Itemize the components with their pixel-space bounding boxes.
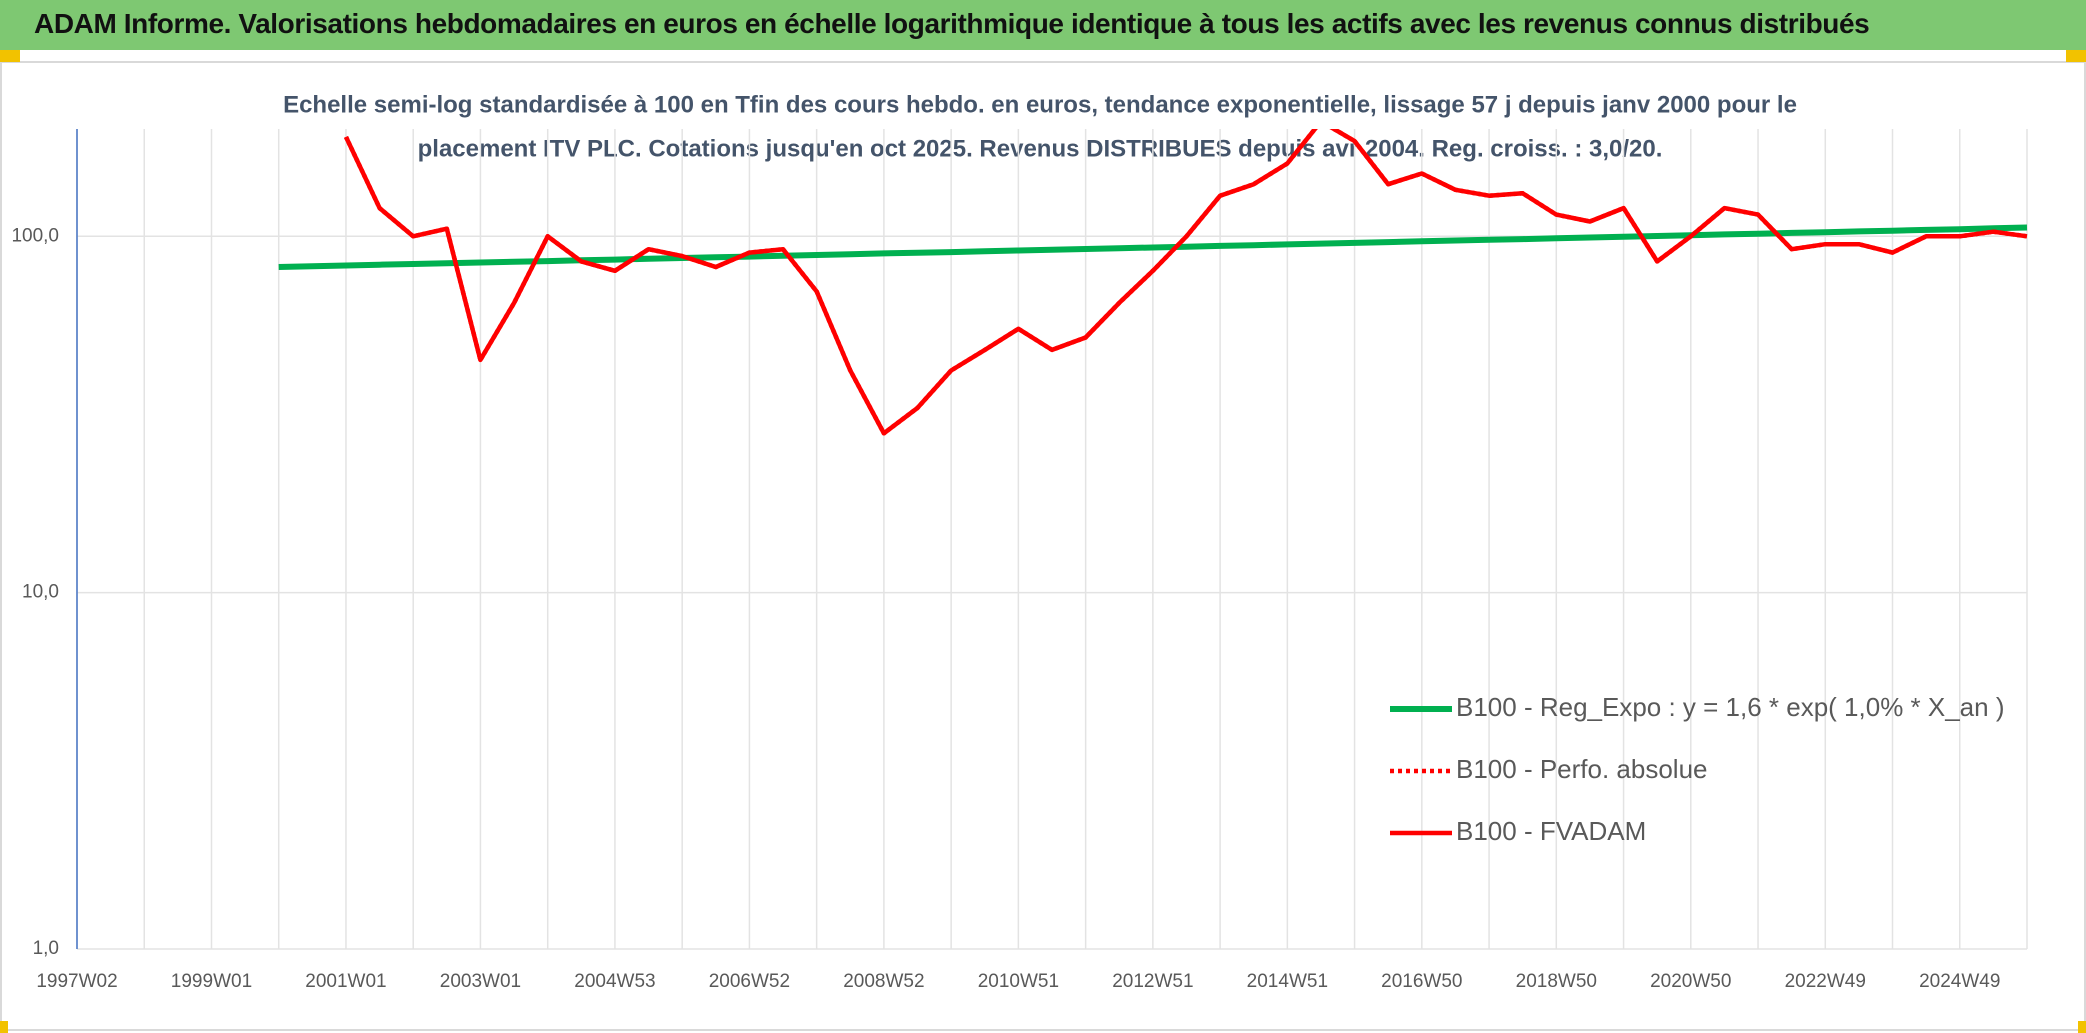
chart: Echelle semi-log standardisée à 100 en T… <box>0 50 2086 1033</box>
page-title: ADAM Informe. Valorisations hebdomadaire… <box>34 8 1870 39</box>
x-tick-label: 2008W52 <box>843 971 924 992</box>
x-tick-label: 2004W53 <box>574 971 655 992</box>
subtitle: Echelle semi-log standardisée à 100 en T… <box>283 91 1797 118</box>
x-tick-label: 1997W02 <box>36 971 117 992</box>
legend-label: B100 - Perfo. absolue <box>1456 754 1708 784</box>
corner-marker <box>2066 50 2086 62</box>
x-tick-label: 2014W51 <box>1247 971 1328 992</box>
x-tick-label: 1999W01 <box>171 971 252 992</box>
x-tick-label: 2012W51 <box>1112 971 1193 992</box>
y-tick-label: 1,0 <box>33 938 59 959</box>
chart-frame <box>0 61 2086 1031</box>
x-tick-label: 2020W50 <box>1650 971 1731 992</box>
x-tick-label: 2022W49 <box>1785 971 1866 992</box>
x-tick-label: 2010W51 <box>978 971 1059 992</box>
y-tick-label: 10,0 <box>22 582 59 603</box>
subtitle: placement ITV PLC. Cotations jusqu'en oc… <box>418 135 1663 162</box>
corner-marker <box>0 1021 8 1033</box>
series-line <box>343 129 2028 436</box>
x-tick-label: 2018W50 <box>1516 971 1597 992</box>
legend-label: B100 - FVADAM <box>1456 816 1646 846</box>
header: ADAM Informe. Valorisations hebdomadaire… <box>0 0 2086 50</box>
x-tick-label: 2024W49 <box>1919 971 2000 992</box>
x-tick-label: 2006W52 <box>709 971 790 992</box>
corner-marker <box>2078 1021 2086 1033</box>
series-line <box>343 129 2028 436</box>
x-tick-label: 2003W01 <box>440 971 521 992</box>
corner-marker <box>0 50 20 62</box>
x-tick-label: 2016W50 <box>1381 971 1462 992</box>
x-tick-label: 2001W01 <box>305 971 386 992</box>
plot-area <box>278 129 2028 436</box>
series-line <box>278 224 2028 270</box>
y-tick-label: 100,0 <box>11 225 59 246</box>
legend-label: B100 - Reg_Expo : y = 1,6 * exp( 1,0% * … <box>1456 692 2005 722</box>
